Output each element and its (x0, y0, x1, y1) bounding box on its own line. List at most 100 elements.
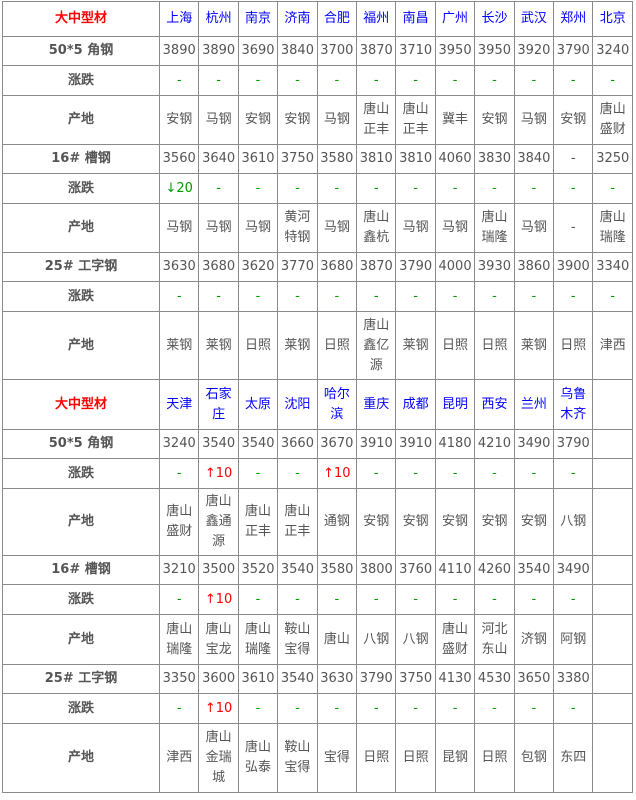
change-cell: - (553, 173, 594, 204)
price-cell: - (553, 144, 594, 174)
origin-cell: 马钢 (316, 203, 358, 253)
product-name: 16# 槽钢 (2, 144, 160, 174)
price-cell: 4210 (474, 429, 515, 459)
change-cell: - (395, 65, 436, 96)
price-cell: 3240 (592, 36, 633, 66)
header-row: 大中型材 天津 石家庄 太原 沈阳 哈尔滨 重庆 成都 昆明 西安 兰州 乌鲁木齐 (2, 379, 633, 430)
price-cell: 3920 (513, 36, 555, 66)
city-header: 长沙 (474, 1, 515, 37)
change-cell: ↑10 (198, 458, 239, 489)
change-cell: - (198, 173, 239, 204)
change-cell: - (198, 65, 239, 96)
origin-label: 产地 (2, 95, 160, 145)
change-cell: - (553, 458, 594, 489)
price-cell: 3540 (198, 429, 239, 459)
origin-cell: 包钢 (513, 723, 555, 793)
change-cell: - (513, 65, 555, 96)
price-cell: 3210 (158, 555, 200, 585)
origin-cell: 东四 (553, 723, 594, 793)
price-cell: 3750 (277, 144, 318, 174)
price-cell: 4000 (434, 252, 476, 282)
price-cell: 4530 (474, 664, 515, 694)
change-cell: - (237, 65, 279, 96)
origin-cell: 马钢 (513, 203, 555, 253)
price-cell: 3560 (158, 144, 200, 174)
price-row: 25# 工字钢 3350 3600 3610 3540 3630 3790 3750 4130 4… (2, 664, 633, 694)
price-cell: 3690 (237, 36, 279, 66)
price-cell: 3790 (356, 664, 397, 694)
origin-cell: 唐山瑞隆 (158, 614, 200, 665)
price-cell: 3790 (553, 429, 594, 459)
change-label: 涨跌 (2, 173, 160, 204)
city-header: 合肥 (316, 1, 358, 37)
price-cell: 3240 (158, 429, 200, 459)
change-cell: - (316, 281, 358, 312)
origin-cell: 安钢 (277, 95, 318, 145)
price-cell: 3580 (316, 144, 358, 174)
change-cell: - (592, 281, 633, 312)
price-cell: 3890 (158, 36, 200, 66)
price-cell (592, 664, 633, 694)
origin-cell: 唐山瑞隆 (237, 614, 279, 665)
change-cell: ↑10 (198, 584, 239, 615)
price-cell: 3650 (513, 664, 555, 694)
price-cell: 3540 (237, 429, 279, 459)
origin-cell: 日照 (237, 311, 279, 380)
city-header (592, 379, 633, 430)
price-cell: 3930 (474, 252, 515, 282)
price-cell: 3670 (316, 429, 358, 459)
change-cell: - (356, 281, 397, 312)
change-cell: - (356, 173, 397, 204)
change-cell: - (553, 281, 594, 312)
change-label: 涨跌 (2, 584, 160, 615)
change-cell: - (513, 693, 555, 724)
price-cell: 3500 (198, 555, 239, 585)
change-cell: - (158, 281, 200, 312)
change-cell: - (553, 584, 594, 615)
price-cell: 3520 (237, 555, 279, 585)
change-cell: - (474, 173, 515, 204)
price-cell: 3870 (356, 252, 397, 282)
city-header: 石家庄 (198, 379, 239, 430)
price-cell: 3810 (356, 144, 397, 174)
change-cell: - (434, 584, 476, 615)
change-cell: - (513, 173, 555, 204)
origin-cell: 冀丰 (434, 95, 476, 145)
change-cell: - (237, 173, 279, 204)
change-row: 涨跌 - ↑10- - - - - - - - - (2, 584, 633, 615)
change-cell: - (237, 281, 279, 312)
change-cell: - (553, 65, 594, 96)
origin-cell: 安钢 (434, 488, 476, 556)
city-header: 福州 (356, 1, 397, 37)
origin-cell: 日照 (474, 311, 515, 380)
origin-cell: 津西 (158, 723, 200, 793)
price-cell: 3680 (316, 252, 358, 282)
city-header: 杭州 (198, 1, 239, 37)
price-cell: 3540 (277, 664, 318, 694)
origin-cell: 唐山弘泰 (237, 723, 279, 793)
change-cell (592, 693, 633, 724)
city-header: 成都 (395, 379, 436, 430)
origin-cell: 唐山盛财 (434, 614, 476, 665)
origin-row: 产地 津西 唐山金瑞城 唐山弘泰 鞍山宝得 宝得 日照 日照 昆钢 日照 包钢 东四 (2, 723, 633, 793)
change-cell: - (553, 693, 594, 724)
origin-row: 产地 唐山瑞隆 唐山宝龙 唐山瑞隆 鞍山宝得 唐山 八钢 八钢 唐山盛财 河北东山 济钢 阿钢 (2, 614, 633, 665)
origin-cell: 马钢 (198, 203, 239, 253)
price-cell: 3760 (395, 555, 436, 585)
change-cell: - (356, 584, 397, 615)
origin-cell: 马钢 (237, 203, 279, 253)
product-name: 50*5 角钢 (2, 429, 160, 459)
origin-cell: 唐山 (316, 614, 358, 665)
change-cell: - (277, 173, 318, 204)
price-cell: 3710 (395, 36, 436, 66)
price-cell: 3700 (316, 36, 358, 66)
change-cell: - (277, 584, 318, 615)
change-label: 涨跌 (2, 458, 160, 489)
price-cell: 3860 (513, 252, 555, 282)
change-cell: - (277, 458, 318, 489)
origin-cell: 安钢 (237, 95, 279, 145)
change-cell: - (316, 173, 358, 204)
city-header: 太原 (237, 379, 279, 430)
origin-cell: 马钢 (316, 95, 358, 145)
